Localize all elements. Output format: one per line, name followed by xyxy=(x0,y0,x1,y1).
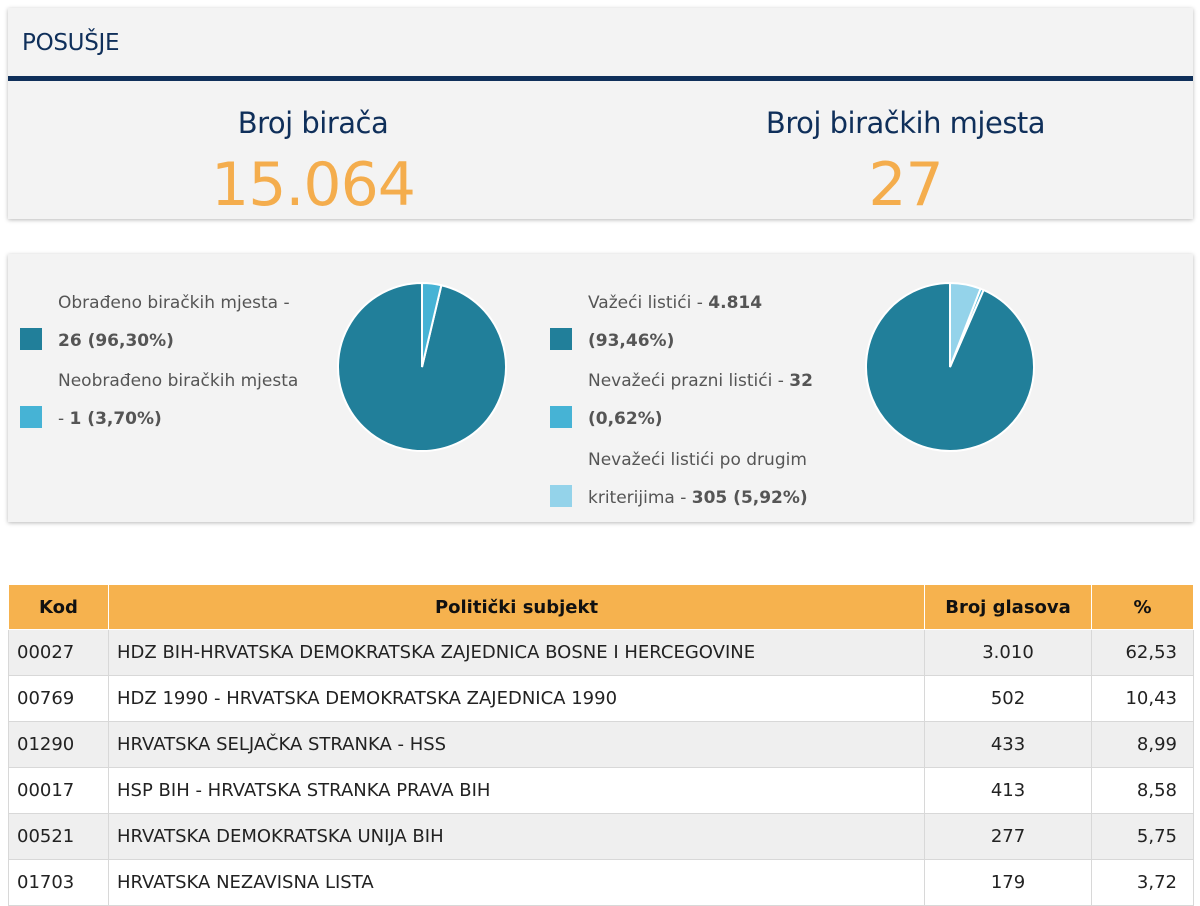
party-code: 01703 xyxy=(8,859,109,906)
summary-card: POSUŠJE Broj birača 15.064 Broj biračkih… xyxy=(8,8,1193,220)
legend-item-invalid-blank: Nevažeći prazni listići - 32 (0,62%) xyxy=(550,362,830,438)
voters-stat: Broj birača 15.064 xyxy=(8,106,618,220)
party-percent: 3,72 xyxy=(1091,859,1194,906)
legend-item-processed: Obrađeno biračkih mjesta - 26 (96,30%) xyxy=(20,284,300,360)
table-row: 00027 HDZ BIH-HRVATSKA DEMOKRATSKA ZAJEDN… xyxy=(8,629,1194,676)
processing-slice-1 xyxy=(421,281,443,368)
legend-item-valid: Važeći listići - 4.814 (93,46%) xyxy=(550,284,830,360)
party-votes: 277 xyxy=(924,813,1092,860)
legend-label: Važeći listići - xyxy=(588,293,709,313)
polling-stations-value: 27 xyxy=(868,150,943,220)
legend-label: Neobrađeno biračkih mjesta - xyxy=(58,371,299,429)
column-header-party: Politički subjekt xyxy=(108,584,925,630)
polling-stations-stat: Broj biračkih mjesta 27 xyxy=(618,106,1193,220)
legend-value: 4.814 (93,46%) xyxy=(588,293,763,351)
results-header-row: Kod Politički subjekt Broj glasova % xyxy=(8,584,1194,630)
results-table: Kod Politički subjekt Broj glasova % 000… xyxy=(8,584,1194,906)
legend-swatch-unprocessed xyxy=(20,406,42,428)
legend-label: Obrađeno biračkih mjesta - xyxy=(58,293,290,313)
legend-swatch-valid xyxy=(550,328,572,350)
legend-swatch-invalid-other xyxy=(550,485,572,507)
table-row: 01703 HRVATSKA NEZAVISNA LISTA 179 3,72 xyxy=(8,859,1194,906)
party-code: 00017 xyxy=(8,767,109,814)
table-row: 01290 HRVATSKA SELJAČKA STRANKA - HSS 433 8… xyxy=(8,721,1194,768)
party-name: HDZ BIH-HRVATSKA DEMOKRATSKA ZAJEDNICA B… xyxy=(108,629,925,676)
party-name: HRVATSKA DEMOKRATSKA UNIJA BIH xyxy=(108,813,925,860)
municipality-header: POSUŠJE xyxy=(8,8,1193,81)
party-percent: 8,99 xyxy=(1091,721,1194,768)
legend-label: Nevažeći prazni listići - xyxy=(588,371,790,391)
party-votes: 3.010 xyxy=(924,629,1092,676)
party-votes: 502 xyxy=(924,675,1092,722)
column-header-code: Kod xyxy=(8,584,109,630)
party-votes: 413 xyxy=(924,767,1092,814)
party-percent: 8,58 xyxy=(1091,767,1194,814)
table-row: 00521 HRVATSKA DEMOKRATSKA UNIJA BIH 277 5,… xyxy=(8,813,1194,860)
processing-pie-chart xyxy=(337,281,507,452)
legend-item-unprocessed: Neobrađeno biračkih mjesta - 1 (3,70%) xyxy=(20,362,300,438)
voters-label: Broj birača xyxy=(237,106,389,140)
party-code: 01290 xyxy=(8,721,109,768)
legend-swatch-invalid-blank xyxy=(550,406,572,428)
legend-label: Nevažeći listići po drugim kriterijima - xyxy=(588,450,807,508)
party-percent: 62,53 xyxy=(1091,629,1194,676)
party-code: 00521 xyxy=(8,813,109,860)
legend-value: 26 (96,30%) xyxy=(58,331,174,351)
party-code: 00769 xyxy=(8,675,109,722)
column-header-votes: Broj glasova xyxy=(924,584,1092,630)
party-name: HDZ 1990 - HRVATSKA DEMOKRATSKA ZAJEDNIC… xyxy=(108,675,925,722)
table-row: 00017 HSP BIH - HRVATSKA STRANKA PRAVA BI… xyxy=(8,767,1194,814)
voters-value: 15.064 xyxy=(211,150,416,220)
legend-item-invalid-other: Nevažeći listići po drugim kriterijima -… xyxy=(550,441,830,517)
party-percent: 10,43 xyxy=(1091,675,1194,722)
party-name: HSP BIH - HRVATSKA STRANKA PRAVA BIH xyxy=(108,767,925,814)
legend-value: 305 (5,92%) xyxy=(691,488,808,508)
page-title: POSUŠJE xyxy=(22,30,120,56)
party-code: 00027 xyxy=(8,629,109,676)
turnout-card: Obrađeno biračkih mjesta - 26 (96,30%) N… xyxy=(8,254,1193,522)
party-votes: 433 xyxy=(924,721,1092,768)
party-name: HRVATSKA SELJAČKA STRANKA - HSS xyxy=(108,721,925,768)
column-header-percent: % xyxy=(1091,584,1194,630)
party-votes: 179 xyxy=(924,859,1092,906)
party-percent: 5,75 xyxy=(1091,813,1194,860)
party-name: HRVATSKA NEZAVISNA LISTA xyxy=(108,859,925,906)
polling-stations-label: Broj biračkih mjesta xyxy=(765,106,1046,140)
legend-value: 32 (0,62%) xyxy=(588,371,813,429)
table-row: 00769 HDZ 1990 - HRVATSKA DEMOKRATSKA ZAJ… xyxy=(8,675,1194,722)
ballots-slice-2 xyxy=(949,281,982,368)
ballots-pie-chart xyxy=(865,281,1035,452)
legend-swatch-processed xyxy=(20,328,42,350)
legend-value: 1 (3,70%) xyxy=(69,409,162,429)
